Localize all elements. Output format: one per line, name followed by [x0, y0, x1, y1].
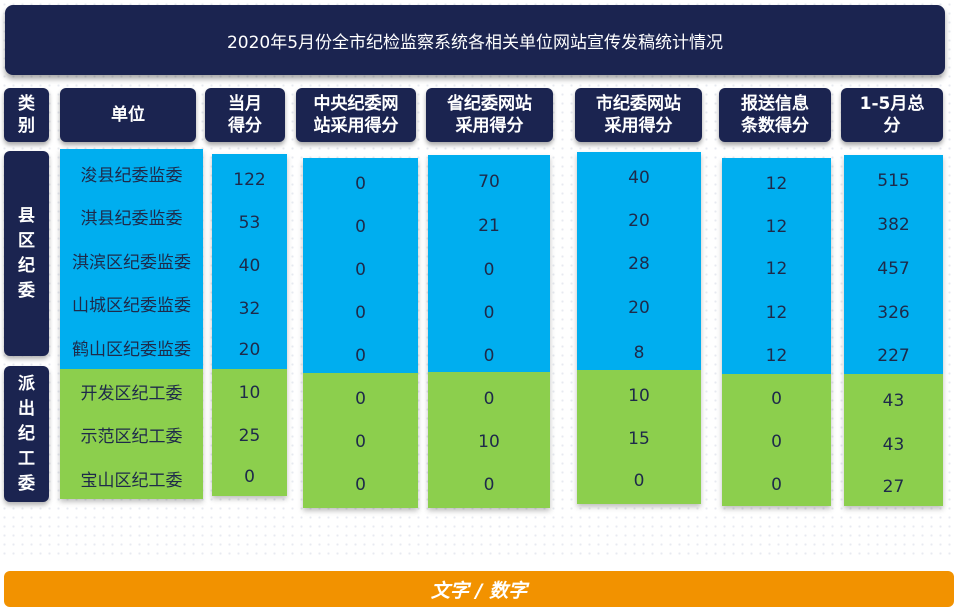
cell-total: 27 [882, 477, 905, 497]
header-monthly-score: 当月 得分 [205, 88, 285, 142]
footer-bar: 文字 / 数字 [4, 571, 954, 607]
cell-provincial: 10 [478, 432, 500, 452]
column-total-score: 515 382 457 326 227 43 43 27 [844, 155, 943, 506]
cell-central: 0 [355, 346, 366, 366]
dispatched-segment [60, 369, 203, 499]
cell-city: 15 [628, 429, 650, 449]
page-title: 2020年5月份全市纪检监察系统各相关单位网站宣传发稿统计情况 [5, 5, 945, 75]
cell-provincial: 0 [483, 475, 495, 495]
cell-monthly: 20 [238, 340, 261, 360]
cell-report: 0 [771, 475, 782, 495]
cell-monthly: 40 [238, 256, 261, 276]
cell-central: 0 [355, 217, 366, 237]
cell-central: 0 [355, 389, 366, 409]
cell-unit: 山城区纪委监委 [72, 296, 191, 316]
cell-central: 0 [355, 475, 366, 495]
column-unit: 浚县纪委监委 淇县纪委监委 淇滨区纪委监委 山城区纪委监委 鹤山区纪委监委 开发… [60, 149, 203, 499]
cell-report: 12 [765, 217, 788, 237]
cell-provincial: 0 [483, 260, 495, 280]
cell-monthly: 122 [233, 170, 266, 190]
dispatched-segment [722, 374, 831, 506]
cell-city: 40 [628, 168, 650, 188]
cell-monthly: 25 [238, 426, 261, 446]
header-total-score: 1-5月总 分 [841, 88, 943, 142]
cell-provincial: 0 [483, 346, 495, 366]
footer-text: 文字 / 数字 [430, 579, 528, 602]
cell-report: 0 [771, 432, 782, 452]
cell-monthly: 10 [238, 383, 261, 403]
cell-report: 12 [765, 346, 788, 366]
column-central-score: 0 0 0 0 0 0 0 0 [303, 158, 418, 508]
cell-city: 0 [633, 471, 645, 491]
dispatched-segment [844, 374, 943, 506]
cell-unit: 浚县纪委监委 [80, 166, 183, 186]
cell-unit: 淇县纪委监委 [80, 209, 183, 229]
cell-provincial: 70 [478, 172, 500, 192]
cell-unit: 鹤山区纪委监委 [72, 340, 191, 360]
county-segment [303, 158, 418, 373]
cell-provincial: 0 [483, 303, 495, 323]
cell-central: 0 [355, 174, 366, 194]
cell-total: 43 [882, 391, 905, 411]
county-segment [428, 155, 550, 372]
cell-total: 43 [882, 435, 905, 455]
cell-unit: 宝山区纪工委 [80, 471, 183, 491]
cell-total: 326 [877, 303, 910, 323]
cell-city: 10 [628, 386, 650, 406]
county-segment [844, 155, 943, 374]
cell-report: 12 [765, 303, 788, 323]
cell-total: 382 [877, 215, 910, 235]
cell-total: 457 [877, 259, 910, 279]
cell-monthly: 32 [238, 299, 261, 319]
header-unit: 单位 [60, 88, 196, 142]
cell-central: 0 [355, 303, 366, 323]
cell-unit: 淇滨区纪委监委 [72, 253, 191, 273]
county-segment [60, 149, 203, 369]
column-provincial-score: 70 21 0 0 0 0 10 0 [428, 155, 550, 508]
cell-city: 8 [633, 343, 645, 363]
header-category: 类 别 [4, 88, 49, 142]
cell-report: 12 [765, 259, 788, 279]
cell-city: 20 [628, 298, 650, 318]
cell-city: 20 [628, 211, 650, 231]
column-monthly-score: 122 53 40 32 20 10 25 0 [212, 154, 287, 496]
cell-central: 0 [355, 432, 366, 452]
cell-unit: 示范区纪工委 [80, 427, 183, 447]
page-title-text: 2020年5月份全市纪检监察系统各相关单位网站宣传发稿统计情况 [226, 32, 724, 53]
header-report-score: 报送信息 条数得分 [719, 88, 831, 142]
header-central-score: 中央纪委网 站采用得分 [296, 88, 416, 142]
category-county: 县 区 纪 委 [4, 151, 49, 356]
dispatched-segment [577, 370, 701, 504]
cell-central: 0 [355, 260, 366, 280]
cell-monthly: 53 [238, 213, 261, 233]
cell-total: 227 [877, 346, 910, 366]
cell-provincial: 0 [483, 389, 495, 409]
cell-monthly: 0 [244, 467, 255, 487]
dispatched-segment [212, 369, 287, 496]
cell-total: 515 [877, 171, 910, 191]
cell-report: 12 [765, 174, 788, 194]
dispatched-segment [428, 372, 550, 508]
cell-city: 28 [628, 254, 650, 274]
county-segment [722, 158, 831, 374]
category-dispatched: 派 出 纪 工 委 [4, 366, 49, 502]
column-city-score: 40 20 28 20 8 10 15 0 [577, 152, 701, 504]
column-report-score: 12 12 12 12 12 0 0 0 [722, 158, 831, 506]
cell-provincial: 21 [478, 216, 500, 236]
cell-unit: 开发区纪工委 [80, 384, 183, 404]
county-segment [577, 152, 701, 370]
dispatched-segment [303, 373, 418, 508]
header-city-score: 市纪委网站 采用得分 [575, 88, 702, 142]
county-segment [212, 154, 287, 369]
cell-report: 0 [771, 389, 782, 409]
header-provincial-score: 省纪委网站 采用得分 [426, 88, 553, 142]
